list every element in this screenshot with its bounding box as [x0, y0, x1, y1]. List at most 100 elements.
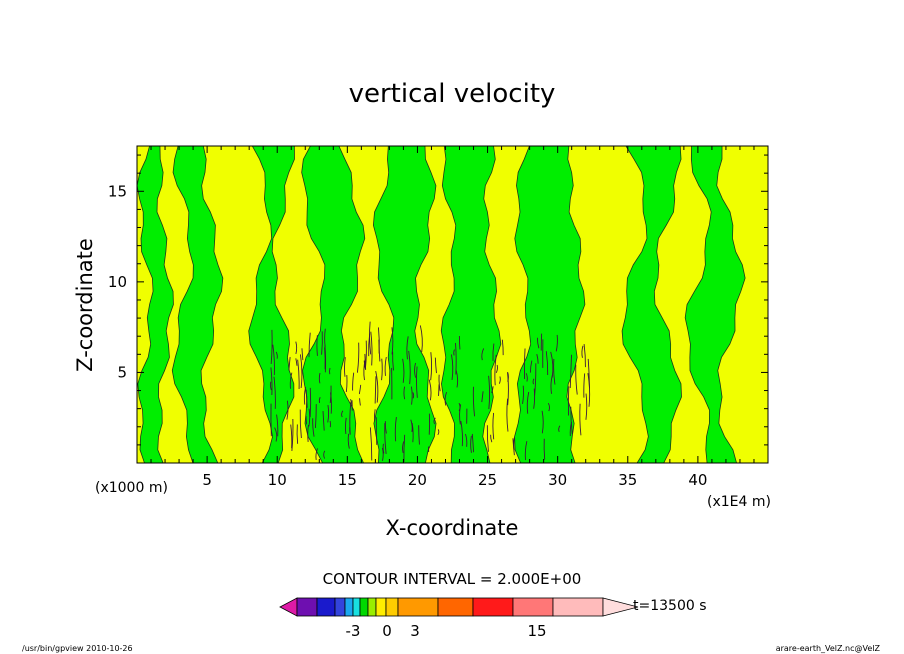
contour-line: [501, 339, 504, 356]
negative-velocity-band: [171, 146, 224, 463]
y-tick-label: 5: [117, 363, 127, 381]
contour-line: [488, 375, 491, 410]
x-tick-label: 15: [338, 471, 357, 489]
contour-line: [297, 359, 300, 390]
contour-line: [323, 450, 326, 459]
y-tick-label: 10: [108, 273, 127, 291]
contour-line: [299, 354, 303, 389]
contour-line: [532, 378, 535, 385]
contour-line: [381, 358, 383, 381]
x-tick-label: 10: [268, 471, 287, 489]
x-tick-label: 35: [618, 471, 637, 489]
contour-line: [358, 384, 362, 395]
x-axis-ticks: 5 10 15 20 25 30 35 40: [150, 146, 755, 489]
x-unit-right-label: (x1E4 m): [707, 494, 771, 510]
colorbar-segment: [397, 597, 439, 617]
contour-line: [416, 366, 418, 398]
contour-line: [394, 416, 397, 442]
contour-line: [272, 344, 275, 376]
colorbar-segment: [359, 597, 369, 617]
colorbar-tick-label: -3: [346, 622, 361, 640]
y-tick-label: 15: [108, 182, 127, 200]
contour-line: [402, 441, 405, 453]
contour-line: [307, 424, 309, 442]
contour-line: [403, 386, 406, 400]
contour-line: [347, 433, 350, 449]
contour-line: [344, 357, 346, 377]
contour-line: [470, 435, 472, 453]
contour-line: [486, 425, 489, 452]
x-tick-label: 5: [202, 471, 212, 489]
negative-velocity-band: [248, 146, 295, 463]
contour-line: [555, 334, 558, 352]
contour-line: [437, 429, 440, 436]
negative-velocity-band: [372, 146, 437, 463]
contour-line: [533, 388, 536, 409]
contour-line: [384, 357, 387, 376]
contour-line: [321, 331, 323, 355]
contour-line: [583, 343, 586, 368]
contour-line: [402, 358, 405, 383]
contour-line: [318, 397, 321, 404]
contour-line: [541, 410, 544, 434]
contour-line: [536, 337, 540, 349]
contour-line: [270, 367, 273, 396]
contour-line: [288, 356, 291, 371]
contour-line: [295, 341, 298, 355]
contour-line: [569, 354, 572, 388]
contour-line: [492, 412, 495, 440]
colorbar-segment: [375, 597, 387, 617]
contour-line: [492, 343, 495, 361]
colorbar-segment: [552, 597, 604, 617]
contour-line: [543, 438, 546, 460]
contour-line: [550, 351, 554, 378]
colorbar-segment: [367, 597, 377, 617]
contour-line: [327, 404, 330, 423]
contour-line: [450, 354, 454, 380]
x-axis-label: X-coordinate: [386, 516, 519, 540]
contour-line: [506, 398, 509, 432]
contour-line: [392, 351, 394, 371]
contour-line: [316, 335, 318, 356]
contour-line: [403, 434, 406, 463]
contour-line: [587, 373, 591, 407]
contour-line: [349, 401, 352, 435]
contour-line: [273, 376, 276, 409]
velocity-bands: [137, 146, 746, 463]
contour-line: [308, 332, 311, 358]
x-tick-label: 30: [548, 471, 567, 489]
contour-line: [289, 372, 293, 389]
colorbar-segment: [352, 597, 361, 617]
contour-line: [312, 418, 315, 437]
contour-line: [305, 416, 308, 425]
contour-line: [491, 386, 494, 394]
colorbar-segment: [602, 597, 639, 617]
contour-line: [428, 379, 432, 401]
contour-line: [322, 411, 325, 431]
contour-line: [359, 398, 361, 406]
contour-line: [295, 358, 298, 366]
colorbar-segment: [316, 597, 336, 617]
footer-right-text: arare-earth_VelZ.nc@VelZ: [776, 644, 881, 653]
contour-line: [345, 375, 348, 393]
contour-line: [575, 364, 578, 395]
contour-line: [536, 354, 539, 364]
contour-line: [301, 348, 304, 361]
contour-line: [276, 414, 279, 437]
contour-line: [545, 351, 549, 376]
contour-line: [269, 381, 272, 391]
contour-line: [553, 358, 556, 385]
contour-line: [524, 441, 528, 461]
contour-line: [453, 349, 455, 356]
contour-line: [374, 376, 377, 404]
y-axis-label: Z-coordinate: [73, 238, 97, 372]
y-axis-ticks: 5 10 15: [108, 154, 768, 446]
contour-line: [534, 363, 537, 396]
contour-line: [418, 425, 420, 445]
contour-line: [472, 386, 476, 417]
contour-line: [465, 433, 468, 447]
contour-line: [459, 404, 462, 425]
colorbar-segment: [512, 597, 554, 617]
contour-line: [375, 370, 379, 403]
contour-line: [305, 389, 308, 408]
